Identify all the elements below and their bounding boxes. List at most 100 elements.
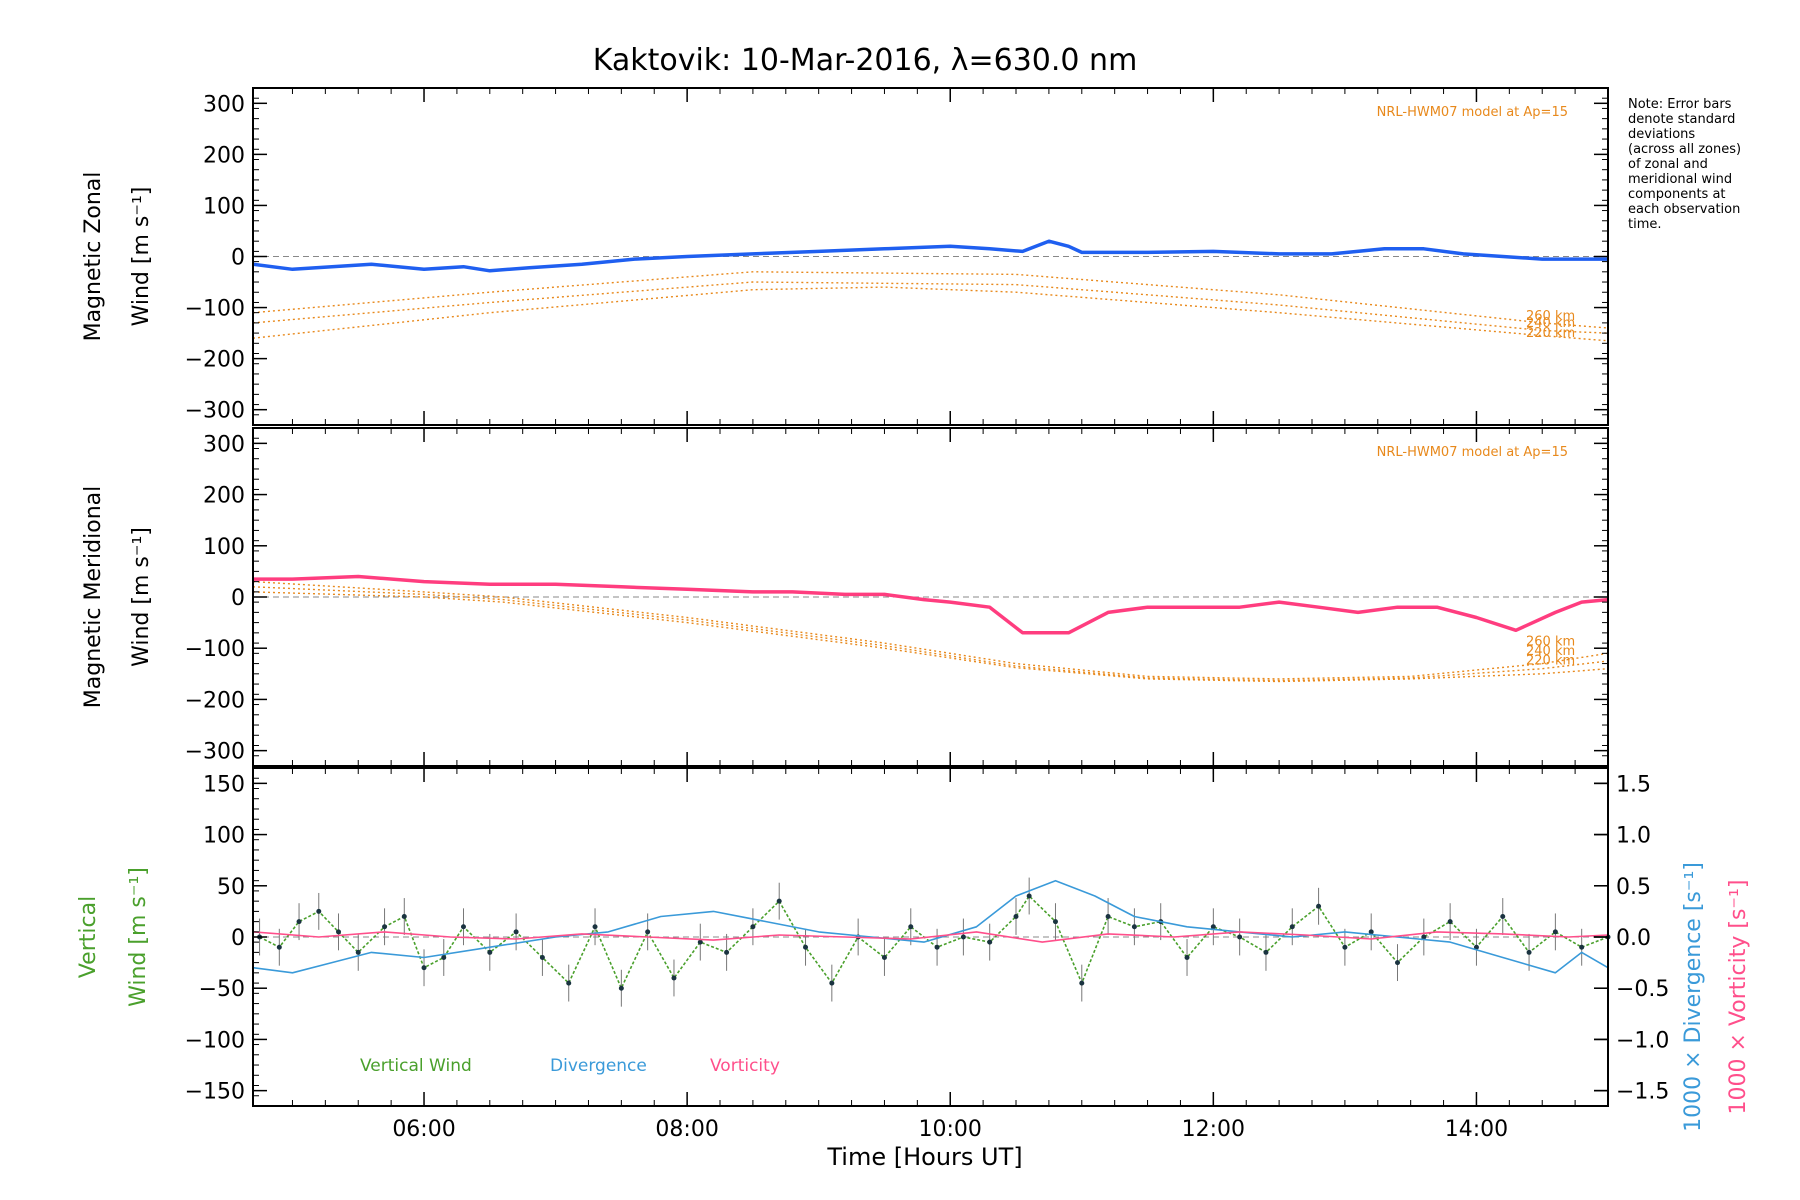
data-point	[1526, 949, 1532, 955]
y-axis-label: Wind [m s⁻¹]	[129, 187, 154, 327]
y-tick-label: 50	[217, 875, 245, 900]
data-point	[1013, 914, 1019, 920]
y-tick-label: −100	[185, 297, 245, 322]
note-line: components at	[1628, 187, 1726, 202]
y-tick-label: 100	[203, 824, 245, 849]
data-point	[1210, 924, 1216, 930]
data-point	[1237, 934, 1243, 940]
data-point	[539, 954, 545, 960]
model-curve-label: 240 km	[1526, 644, 1575, 659]
model-curve	[252, 586, 1609, 682]
model-curve	[252, 580, 1609, 680]
data-point	[618, 985, 624, 991]
y-tick-label: −300	[185, 740, 245, 765]
y-tick-label: 100	[203, 194, 245, 219]
y-tick-label: 0	[231, 586, 245, 611]
y2-tick-label: 1.0	[1616, 824, 1651, 849]
y-axis-label: Magnetic Meridional	[81, 486, 106, 708]
data-point	[1263, 949, 1269, 955]
data-point	[1131, 924, 1137, 930]
y2-tick-label: −1.5	[1616, 1080, 1669, 1105]
x-axis-label: Time [Hours UT]	[826, 1143, 1022, 1171]
y-tick-label: −200	[185, 348, 245, 373]
y-tick-label: 0	[231, 926, 245, 951]
legend-entry: Vertical Wind	[360, 1056, 472, 1076]
y-axis-label: Vertical	[76, 896, 101, 978]
data-point	[1368, 929, 1374, 935]
series-line	[252, 931, 1609, 943]
note-line: each observation	[1628, 202, 1740, 217]
model-curve-label: 220 km	[1526, 326, 1575, 341]
data-point	[487, 949, 493, 955]
y-tick-label: 300	[203, 432, 245, 457]
model-curve-label: 260 km	[1526, 309, 1575, 324]
data-point	[934, 944, 940, 950]
y-tick-label: 100	[203, 535, 245, 560]
data-point	[401, 914, 407, 920]
x-tick-label: 12:00	[1182, 1117, 1245, 1142]
y2-tick-label: −0.5	[1616, 977, 1669, 1002]
legend-entry: Divergence	[550, 1056, 647, 1076]
data-point	[908, 924, 914, 930]
model-label: NRL-HWM07 model at Ap=15	[1377, 445, 1568, 460]
data-point	[421, 965, 427, 971]
data-point	[1079, 980, 1085, 986]
y-tick-label: −100	[185, 637, 245, 662]
y-tick-label: −200	[185, 688, 245, 713]
data-point	[1026, 893, 1032, 899]
y-tick-label: 200	[203, 484, 245, 509]
y-tick-label: 200	[203, 143, 245, 168]
y-tick-label: 300	[203, 92, 245, 117]
data-point	[671, 975, 677, 981]
y2-axis-label-divergence: 1000 × Divergence [s⁻¹]	[1681, 862, 1706, 1132]
data-point	[1579, 944, 1585, 950]
figure-title: Kaktovik: 10-Mar-2016, λ=630.0 nm	[593, 43, 1138, 78]
x-tick-label: 08:00	[655, 1117, 718, 1142]
y-axis-label: Wind [m s⁻¹]	[126, 867, 151, 1007]
model-curve	[252, 591, 1609, 683]
y-tick-label: −300	[185, 399, 245, 424]
data-point	[1421, 934, 1427, 940]
x-tick-label: 06:00	[392, 1117, 455, 1142]
data-point	[1552, 929, 1558, 935]
y2-tick-label: 0.5	[1616, 875, 1651, 900]
model-curve	[252, 286, 1609, 342]
data-point	[750, 924, 756, 930]
note-line: of zonal and	[1628, 157, 1708, 172]
y-tick-label: −100	[185, 1028, 245, 1053]
data-point	[1052, 919, 1058, 925]
data-point	[1500, 914, 1506, 920]
data-point	[960, 934, 966, 940]
vertical-wind-panel: 150 100 50 0 −50 −100 −150 06:00 08:00 10:00 12:00…	[76, 767, 1751, 1142]
y2-axis-label-vorticity: 1000 × Vorticity [s⁻¹]	[1726, 880, 1751, 1115]
data-point	[645, 929, 651, 935]
y2-tick-label: 0.0	[1616, 926, 1651, 951]
x-tick-label: 10:00	[919, 1117, 982, 1142]
model-label: NRL-HWM07 model at Ap=15	[1377, 105, 1568, 120]
y2-tick-label: 1.5	[1616, 772, 1651, 797]
data-point	[987, 939, 993, 945]
series-line	[259, 895, 1609, 990]
note-line: (across all zones)	[1628, 142, 1741, 157]
note-line: Note: Error bars	[1628, 97, 1732, 112]
data-point	[776, 898, 782, 904]
note-line: meridional wind	[1628, 172, 1732, 187]
data-point	[276, 944, 282, 950]
data-point	[296, 919, 302, 925]
data-point	[336, 929, 342, 935]
model-curve-label: 220 km	[1526, 654, 1575, 669]
data-point	[1316, 903, 1322, 909]
data-point	[1395, 960, 1401, 966]
y2-tick-label: −1.0	[1616, 1028, 1669, 1053]
series-line	[253, 574, 1609, 635]
data-point	[1342, 944, 1348, 950]
data-point	[697, 939, 703, 945]
series-line	[252, 239, 1608, 273]
y-tick-label: 150	[203, 772, 245, 797]
y-tick-label: 0	[231, 246, 245, 271]
series-line	[252, 879, 1609, 974]
model-curve-label: 240 km	[1526, 316, 1575, 331]
